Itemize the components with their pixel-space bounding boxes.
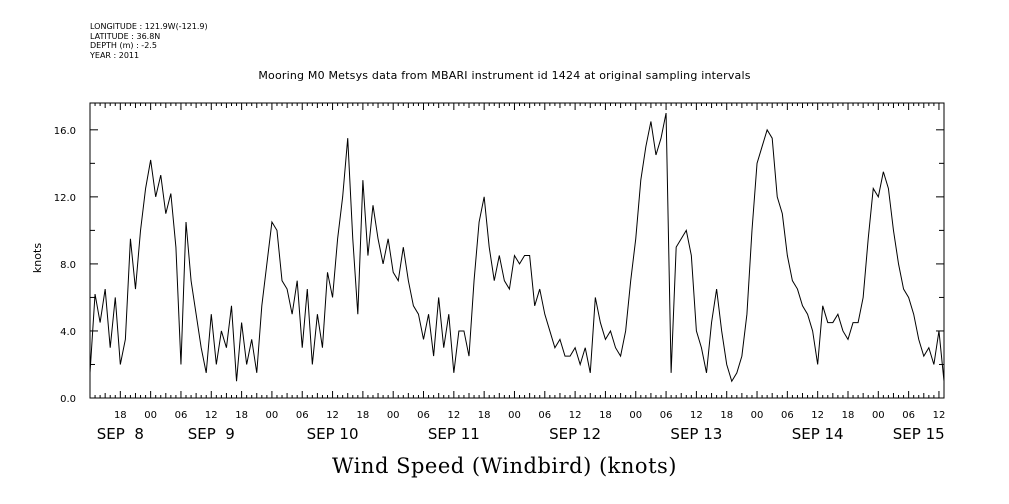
longitude-label: LONGITUDE : 121.9W(-121.9) bbox=[90, 22, 208, 31]
x-hour-label: 06 bbox=[660, 410, 673, 421]
x-day-label: SEP 9 bbox=[188, 425, 235, 443]
x-day-label: SEP 11 bbox=[428, 425, 480, 443]
y-axis-label: knots bbox=[31, 243, 44, 273]
plot-frame bbox=[89, 102, 945, 399]
bottom-title: Wind Speed (Windbird) (knots) bbox=[332, 454, 677, 478]
x-hour-label: 06 bbox=[296, 410, 309, 421]
x-hour-label: 12 bbox=[811, 410, 824, 421]
x-hour-label: 18 bbox=[842, 410, 855, 421]
x-hour-label: 00 bbox=[872, 410, 885, 421]
x-hour-label: 18 bbox=[720, 410, 733, 421]
x-hour-label: 06 bbox=[902, 410, 915, 421]
x-hour-label: 00 bbox=[266, 410, 279, 421]
x-hour-label: 18 bbox=[478, 410, 491, 421]
x-hour-label: 06 bbox=[538, 410, 551, 421]
x-hour-label: 00 bbox=[387, 410, 400, 421]
x-day-label: SEP 8 bbox=[97, 425, 144, 443]
x-axis: 18 00 06 12 18 00 06 12 18 00 06 12 18 00 06 12 18 00 06 12… bbox=[89, 103, 946, 443]
y-axis: 0.0 4.0 8.0 12.0 16.0 bbox=[54, 126, 944, 405]
x-hour-label: 18 bbox=[114, 410, 127, 421]
y-tick-label: 16.0 bbox=[54, 126, 76, 137]
x-day-label: SEP 14 bbox=[792, 425, 844, 443]
station-metadata: LONGITUDE : 121.9W(-121.9) LATITUDE : 36… bbox=[90, 22, 208, 60]
x-hour-label: 12 bbox=[690, 410, 703, 421]
depth-label: DEPTH (m) : -2.5 bbox=[90, 41, 157, 50]
x-hour-label: 12 bbox=[447, 410, 460, 421]
wind-speed-series-line bbox=[89, 112, 945, 383]
x-hour-label: 12 bbox=[569, 410, 582, 421]
y-tick-label: 0.0 bbox=[60, 394, 76, 405]
y-tick-label: 12.0 bbox=[54, 193, 76, 204]
x-hour-label: 12 bbox=[326, 410, 339, 421]
x-day-label: SEP 13 bbox=[670, 425, 722, 443]
x-day-label: SEP 10 bbox=[307, 425, 359, 443]
year-label: YEAR : 2011 bbox=[90, 50, 140, 60]
x-hour-label: 00 bbox=[629, 410, 642, 421]
x-day-label: SEP 12 bbox=[549, 425, 601, 443]
x-hour-label: 18 bbox=[357, 410, 370, 421]
x-day-label: SEP 15 bbox=[893, 425, 945, 443]
x-hour-label: 18 bbox=[235, 410, 248, 421]
x-hour-label: 12 bbox=[933, 410, 946, 421]
x-hour-label: 12 bbox=[205, 410, 218, 421]
x-hour-label: 00 bbox=[751, 410, 764, 421]
x-hour-label: 00 bbox=[508, 410, 521, 421]
y-tick-label: 8.0 bbox=[60, 260, 76, 271]
y-tick-label: 4.0 bbox=[60, 327, 76, 338]
x-hour-label: 06 bbox=[417, 410, 430, 421]
latitude-label: LATITUDE : 36.8N bbox=[90, 31, 161, 41]
x-hour-label: 18 bbox=[599, 410, 612, 421]
chart-title: Mooring M0 Metsys data from MBARI instru… bbox=[258, 69, 751, 82]
x-hour-label: 00 bbox=[144, 410, 157, 421]
x-hour-label: 06 bbox=[781, 410, 794, 421]
x-hour-label: 06 bbox=[175, 410, 188, 421]
